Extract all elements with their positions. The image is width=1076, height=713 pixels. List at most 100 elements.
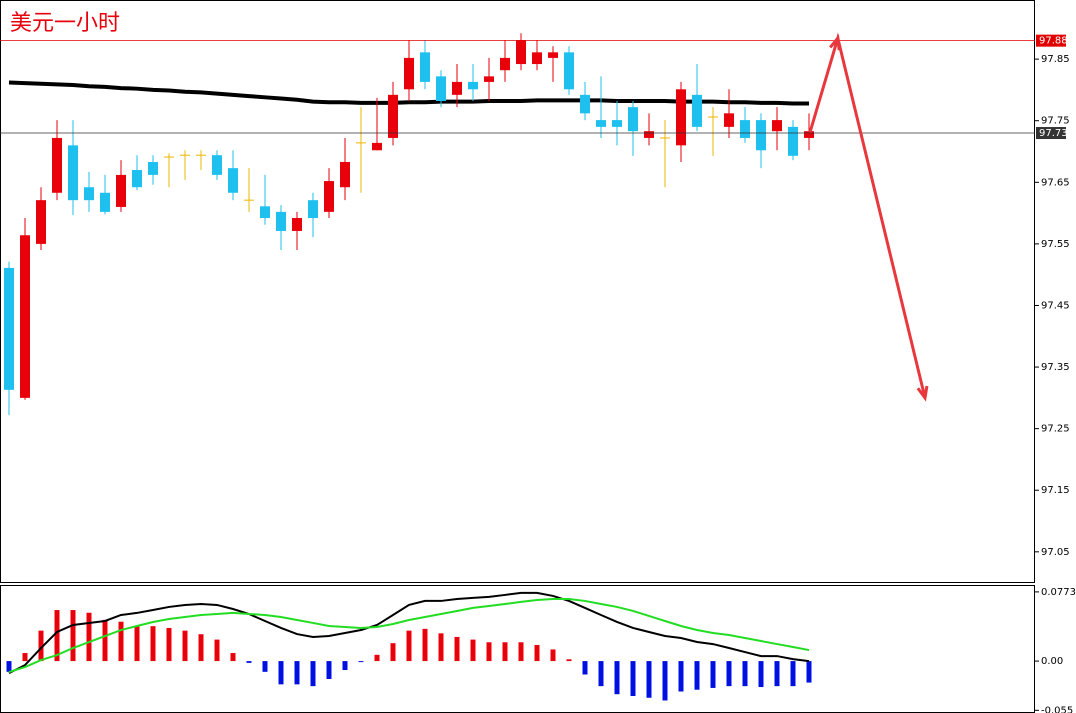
histogram-bar <box>678 661 684 692</box>
histogram-bar <box>150 626 156 662</box>
candle-body <box>548 52 558 58</box>
histogram-bar <box>662 661 668 701</box>
histogram-bar <box>38 630 44 662</box>
candle-body <box>740 120 750 138</box>
indicator-line <box>8 597 810 674</box>
histogram-bar <box>310 661 316 687</box>
histogram-bar <box>342 661 348 671</box>
y-tick-label: 0.00 <box>1041 656 1063 667</box>
histogram-bar <box>118 621 124 662</box>
candle-body <box>132 169 142 188</box>
candle-body <box>148 161 158 175</box>
histogram-bar <box>86 612 92 662</box>
y-tick-label: 97.75 <box>1041 116 1070 127</box>
histogram-bar <box>790 661 796 687</box>
histogram-bar <box>518 642 524 662</box>
histogram-bar <box>598 661 604 687</box>
candle-body <box>500 57 510 71</box>
candle-body <box>20 235 30 398</box>
histogram-bar <box>6 661 12 672</box>
histogram-bar <box>390 643 396 662</box>
histogram-bar <box>486 642 492 662</box>
histogram-bar <box>182 630 188 662</box>
candle-body <box>116 174 126 207</box>
y-tick-label: 0.0773 <box>1041 587 1076 598</box>
histogram-bar <box>758 661 764 688</box>
candle-body <box>468 81 478 90</box>
candle-body <box>532 52 542 65</box>
moving-average <box>8 80 809 106</box>
histogram-bar <box>230 653 236 662</box>
candle-body <box>212 155 222 175</box>
candle-body <box>420 52 430 82</box>
y-tick-label: 97.15 <box>1041 485 1070 496</box>
candle-body <box>452 81 462 95</box>
histogram-bar <box>614 661 620 695</box>
candle-body <box>228 168 238 193</box>
candle-body <box>52 137 62 193</box>
candle-body <box>484 76 494 82</box>
histogram-bar <box>54 610 60 662</box>
histogram-bar <box>502 642 508 662</box>
histogram-bar <box>550 649 556 662</box>
candle-body <box>324 181 334 212</box>
histogram-bar <box>710 661 716 688</box>
candle-body <box>340 161 350 188</box>
histogram-bar <box>774 661 780 687</box>
price-label: 97.73 <box>1039 128 1068 139</box>
candle-body <box>308 200 318 219</box>
candle-body <box>84 187 94 201</box>
candle-body <box>388 94 398 138</box>
histogram-bar <box>566 659 572 662</box>
candle-body <box>36 200 46 244</box>
histogram-bar <box>646 661 652 698</box>
histogram-bar <box>166 627 172 662</box>
candle-body <box>612 120 622 127</box>
histogram-bar <box>278 661 284 685</box>
histogram-bar <box>70 610 76 662</box>
y-tick-label: 97.05 <box>1041 547 1070 558</box>
candle-body <box>692 94 702 127</box>
histogram-bar <box>358 661 364 663</box>
candle-body <box>292 218 302 231</box>
histogram-bar <box>246 661 252 663</box>
histogram-bar <box>630 661 636 696</box>
candle-body <box>260 206 270 219</box>
histogram-bar <box>534 644 540 662</box>
histogram-bar <box>806 661 812 683</box>
candle-body <box>772 120 782 132</box>
candle-body <box>676 89 686 146</box>
histogram-bar <box>726 661 732 687</box>
y-tick-label: 97.45 <box>1041 300 1070 311</box>
histogram-bar <box>294 661 300 685</box>
histogram-bar <box>470 639 476 662</box>
arrow-head <box>916 385 929 402</box>
histogram-bar <box>742 661 748 687</box>
arrow-head <box>829 34 841 51</box>
histogram-bar <box>326 661 332 679</box>
histogram-bar <box>22 653 28 662</box>
price-label-box <box>1036 34 1066 47</box>
histogram-bar <box>454 636 460 662</box>
histogram-bar <box>374 654 380 662</box>
candle-body <box>404 57 414 90</box>
candle-body <box>644 131 654 138</box>
histogram-bar <box>134 626 140 662</box>
candle-body <box>372 142 382 151</box>
candle-body <box>724 113 734 127</box>
histogram-bar <box>102 619 108 662</box>
candle-body <box>804 131 814 138</box>
candle-body <box>100 192 110 212</box>
histogram-bar <box>694 661 700 690</box>
candle-body <box>628 107 638 132</box>
histogram-bar <box>214 639 220 662</box>
candle-body <box>4 267 14 390</box>
y-tick-label: -0.055 <box>1041 705 1073 713</box>
chart-title: 美元一小时 <box>10 11 120 36</box>
y-tick-label: 97.55 <box>1041 239 1070 250</box>
main-panel <box>0 0 1035 583</box>
candle-body <box>436 76 446 102</box>
histogram-bar <box>262 661 268 672</box>
